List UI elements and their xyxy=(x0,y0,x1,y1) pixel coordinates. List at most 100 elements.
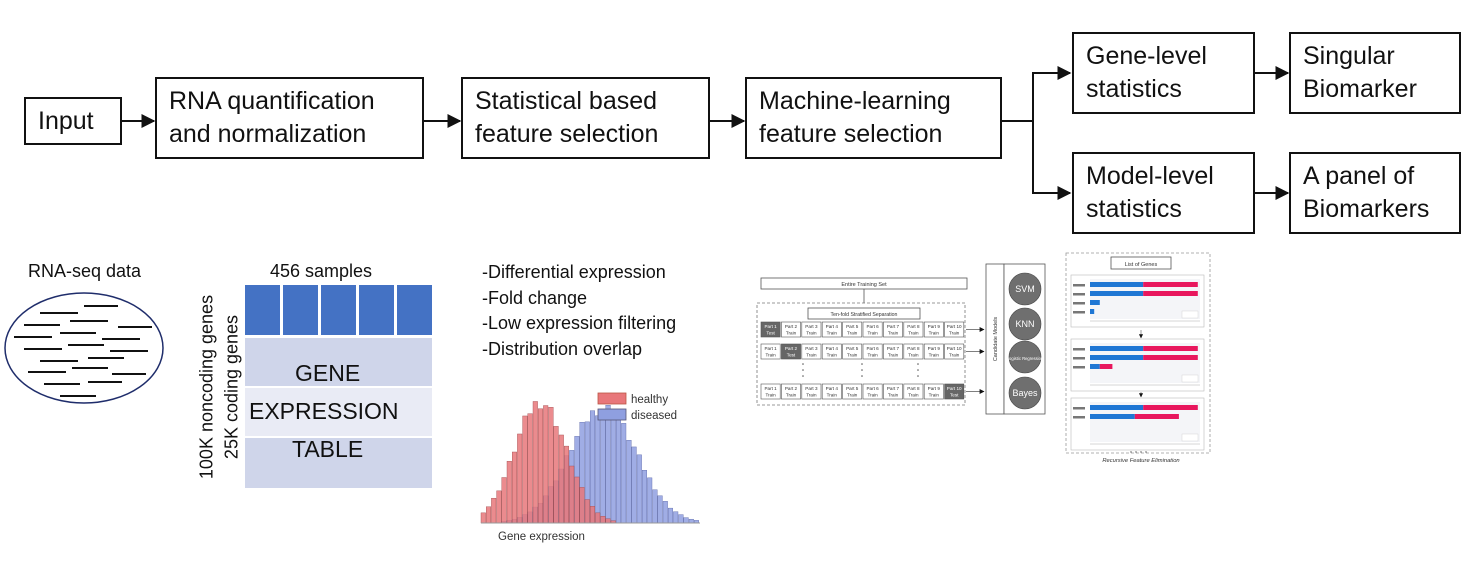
gene-name-stub xyxy=(1073,302,1085,305)
cv-part-label: Part 3 xyxy=(805,324,818,329)
cv-role-label: Train xyxy=(847,353,858,358)
gene-level-line-1: Gene-level xyxy=(1086,42,1207,70)
rfe-bar-class-1 xyxy=(1090,346,1144,351)
cv-role-label: Test xyxy=(950,393,959,398)
model-circle xyxy=(1008,340,1042,374)
cv-fold-cell xyxy=(923,321,944,338)
gene-name-stub xyxy=(1073,366,1085,369)
cv-role-label: Train xyxy=(765,393,776,398)
cv-fold-cell xyxy=(821,343,842,360)
ml-feature-selection-box: Machine-learning feature selection xyxy=(745,77,1002,159)
gene-name-stub xyxy=(1073,284,1085,287)
gene-level-line-2: statistics xyxy=(1086,75,1182,103)
cv-role-label: Train xyxy=(786,393,797,398)
gene-name-stub xyxy=(1073,311,1085,314)
cv-role-label: Train xyxy=(867,393,878,398)
input-label: Input xyxy=(38,106,94,135)
cv-fold-cell xyxy=(781,343,801,360)
cv-fold-cell xyxy=(903,343,924,360)
model-circle xyxy=(1008,272,1042,306)
ellipsis-dot xyxy=(861,363,863,365)
cv-part-label: Part 6 xyxy=(866,346,879,351)
table-body-row xyxy=(245,388,432,436)
cv-fold-cell xyxy=(944,383,965,400)
ellipsis-dot xyxy=(802,369,804,371)
rna-quant-line-1: RNA quantification xyxy=(169,87,375,115)
stat-fs-line-2: feature selection xyxy=(475,120,659,148)
legend-diseased-swatch xyxy=(597,408,627,421)
cv-fold-cell xyxy=(883,321,903,338)
rfe-bar-class-2 xyxy=(1134,414,1179,419)
ellipsis-dot xyxy=(861,375,863,377)
ellipsis-dot xyxy=(917,375,919,377)
criteria-item: -Distribution overlap xyxy=(482,338,643,359)
cv-fold-cell xyxy=(842,383,863,400)
stratified-separation-label: Ten-fold Stratified Separation xyxy=(831,312,898,318)
cv-part-label: Part 4 xyxy=(826,386,839,391)
gene-name-stub xyxy=(1073,357,1085,360)
cv-fold-cell xyxy=(903,321,924,338)
model-label: Bayes xyxy=(1012,388,1038,398)
cv-part-label: Part 10 xyxy=(947,324,962,329)
model-label: SVM xyxy=(1015,284,1035,294)
cv-part-label: Part 5 xyxy=(846,386,859,391)
rnaseq-label: RNA-seq data xyxy=(28,261,142,281)
panel-line-2: Biomarkers xyxy=(1303,195,1430,223)
panel-line-1: A panel of xyxy=(1303,162,1415,190)
cv-role-label: Train xyxy=(867,331,878,336)
cv-part-label: Part 2 xyxy=(785,386,798,391)
cv-part-label: Part 7 xyxy=(887,386,900,391)
cv-part-label: Part 9 xyxy=(928,346,941,351)
rfe-bar-class-2 xyxy=(1143,355,1198,360)
biomarker-panel-box: A panel of Biomarkers xyxy=(1289,152,1461,234)
table-header-cell xyxy=(359,285,394,335)
cv-part-label: Part 10 xyxy=(947,346,962,351)
cv-fold-cell xyxy=(781,383,801,400)
cv-role-label: Train xyxy=(847,331,858,336)
cv-part-label: Part 7 xyxy=(887,324,900,329)
input-box: Input xyxy=(24,97,122,145)
rfe-bar-class-1 xyxy=(1090,282,1144,287)
cv-fold-rows: Part 1 Test Part 2 Train Part 3 Train Part 4 Tr… xyxy=(760,321,985,400)
cv-part-label: Part 1 xyxy=(764,386,777,391)
ellipsis-dot xyxy=(1130,451,1132,453)
cv-role-label: Train xyxy=(888,353,899,358)
samples-label: 456 samples xyxy=(270,261,373,281)
cv-part-label: Part 5 xyxy=(846,346,859,351)
legend-diseased-label: diseased xyxy=(631,410,677,422)
cv-part-label: Part 8 xyxy=(907,346,920,351)
rna-quantification-box: RNA quantification and normalization xyxy=(155,77,424,159)
model-level-line-2: statistics xyxy=(1086,195,1182,223)
cv-role-label: Train xyxy=(929,353,940,358)
criteria-list: -Differential expression -Fold change -L… xyxy=(482,260,676,362)
rfe-legend xyxy=(1181,310,1199,319)
statistical-feature-selection-box: Statistical based feature selection xyxy=(461,77,710,159)
branch-connector xyxy=(1002,66,1072,122)
rna-quant-line-2: and normalization xyxy=(169,120,367,148)
cv-fold-cell xyxy=(821,321,842,338)
cv-role-label: Train xyxy=(888,393,899,398)
entire-training-set-label: Entire Training Set xyxy=(841,282,887,288)
list-of-genes-label: List of Genes xyxy=(1125,262,1158,268)
rfe-bar-class-1 xyxy=(1090,405,1144,410)
rfe-bar-class-1 xyxy=(1090,364,1100,369)
cv-fold-cell xyxy=(944,343,965,360)
histogram-bars xyxy=(480,401,700,524)
legend-healthy-swatch xyxy=(597,392,627,405)
branch-connector-lower xyxy=(1032,121,1072,200)
singular-biomarker-box: Singular Biomarker xyxy=(1289,32,1461,114)
singular-line-1: Singular xyxy=(1303,42,1395,70)
table-center-line-3: TABLE xyxy=(292,436,364,462)
cv-part-label: Part 1 xyxy=(764,346,777,351)
rfe-bar-class-1 xyxy=(1090,355,1144,360)
cv-role-label: Train xyxy=(847,393,858,398)
gene-expression-table: GENE EXPRESSION TABLE xyxy=(245,285,432,488)
ml-fs-line-1: Machine-learning xyxy=(759,87,951,115)
cv-fold-cell xyxy=(801,383,822,400)
table-center-line-1: GENE xyxy=(295,360,361,386)
cv-role-label: Train xyxy=(929,331,940,336)
cv-fold-cell xyxy=(862,343,883,360)
cv-fold-cell xyxy=(862,321,883,338)
